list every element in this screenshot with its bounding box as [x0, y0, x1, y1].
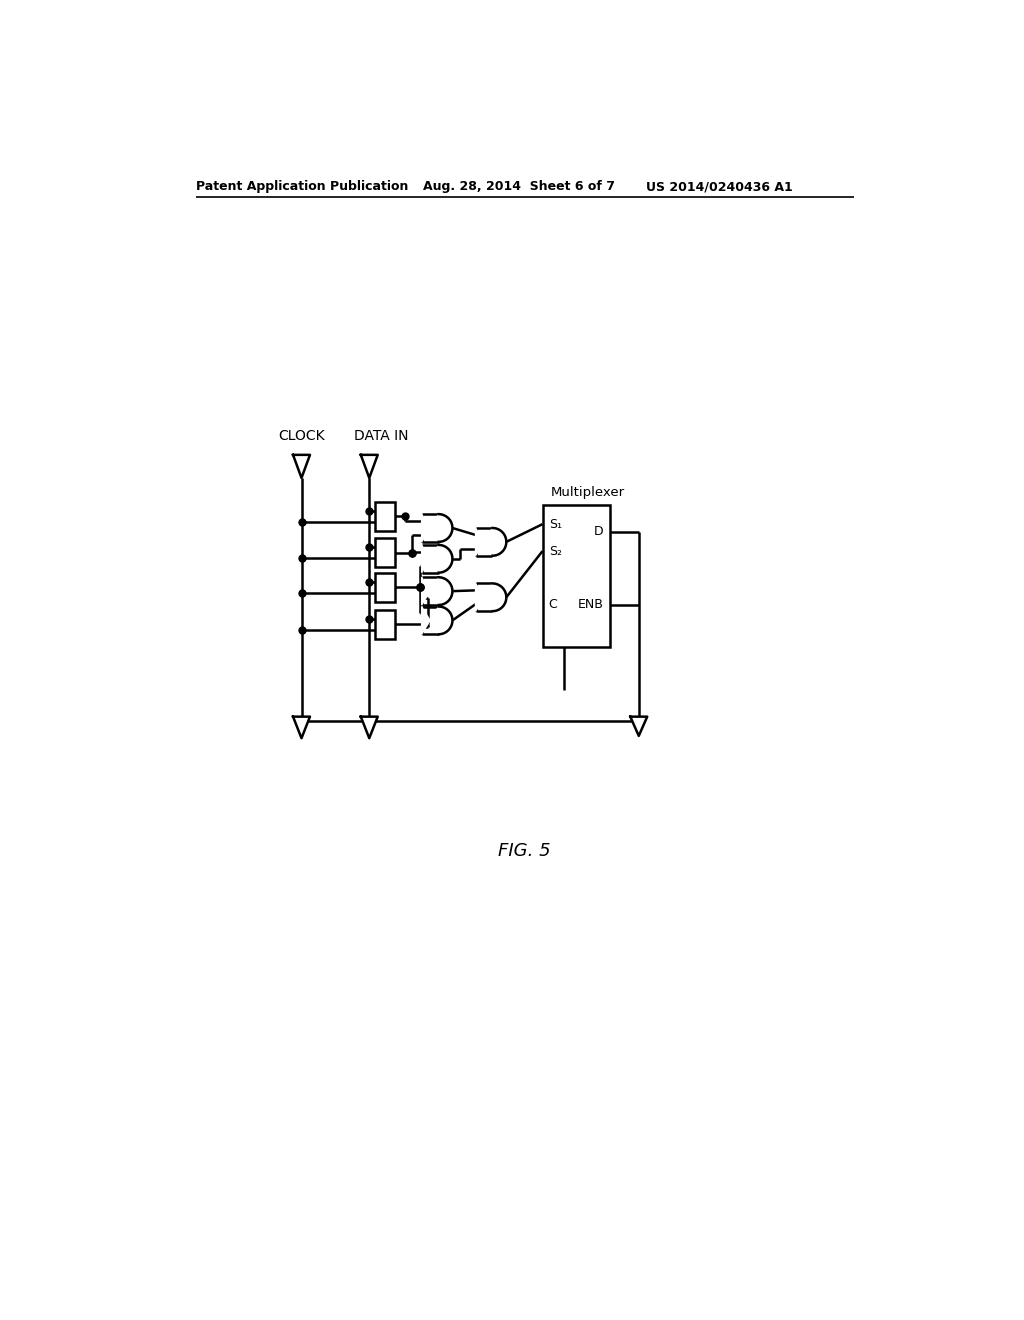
Polygon shape: [475, 583, 506, 611]
Text: Multiplexer: Multiplexer: [551, 486, 625, 499]
Text: ENB: ENB: [578, 598, 603, 611]
Text: DATA IN: DATA IN: [353, 429, 408, 444]
Polygon shape: [422, 607, 453, 635]
Text: Aug. 28, 2014  Sheet 6 of 7: Aug. 28, 2014 Sheet 6 of 7: [423, 180, 615, 193]
Polygon shape: [293, 455, 310, 478]
Bar: [376, 573, 395, 602]
Text: FIG. 5: FIG. 5: [499, 842, 551, 861]
Bar: [376, 502, 395, 531]
Text: S₂: S₂: [549, 545, 562, 557]
Polygon shape: [631, 717, 647, 737]
Bar: [543, 506, 609, 647]
Polygon shape: [360, 455, 378, 478]
Text: US 2014/0240436 A1: US 2014/0240436 A1: [646, 180, 794, 193]
Polygon shape: [475, 528, 506, 556]
Polygon shape: [422, 577, 453, 605]
Polygon shape: [422, 545, 453, 573]
Polygon shape: [422, 515, 453, 543]
Polygon shape: [360, 717, 378, 738]
Polygon shape: [293, 717, 310, 738]
Text: D: D: [594, 525, 603, 539]
Text: CLOCK: CLOCK: [279, 429, 325, 444]
Text: S₁: S₁: [549, 517, 562, 531]
Bar: [376, 539, 395, 568]
Text: C: C: [549, 598, 557, 611]
Text: Patent Application Publication: Patent Application Publication: [196, 180, 409, 193]
Bar: [376, 610, 395, 639]
